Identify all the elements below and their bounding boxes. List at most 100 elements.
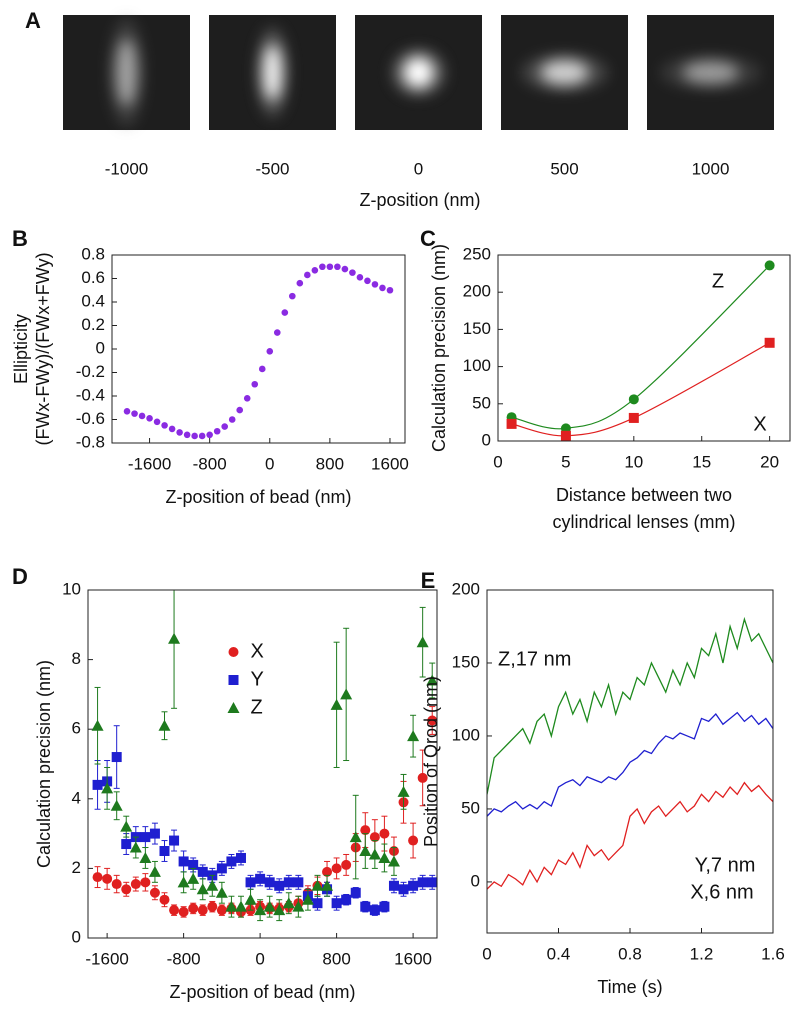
marker xyxy=(244,893,257,905)
marker xyxy=(417,772,428,783)
y-tick-label: -0.8 xyxy=(76,432,105,451)
legend-label: Y xyxy=(251,668,264,690)
y-tick-label: 0 xyxy=(482,430,491,449)
marker xyxy=(188,859,199,870)
marker xyxy=(245,877,256,888)
series-line xyxy=(487,781,773,890)
marker xyxy=(102,873,113,884)
point xyxy=(251,380,259,388)
x-tick-label: 0.8 xyxy=(618,944,642,963)
point xyxy=(296,279,304,287)
point xyxy=(356,274,364,281)
marker xyxy=(226,856,237,867)
x-tick-label: 0 xyxy=(493,452,502,471)
axis-title: Z-position (nm) xyxy=(359,190,480,210)
x-axis-title: cylindrical lenses (mm) xyxy=(552,512,735,532)
y-tick-label: 0.8 xyxy=(81,244,105,263)
marker xyxy=(282,897,295,909)
x-tick-label: 1.6 xyxy=(761,944,785,963)
y-axis-title: (FWx-FWy)/(FWx+FWy) xyxy=(33,252,53,445)
marker xyxy=(91,719,104,731)
marker xyxy=(427,877,437,888)
marker xyxy=(273,904,286,916)
y-tick-label: 0.2 xyxy=(81,315,105,334)
point xyxy=(304,271,311,279)
x-tick-label: 20 xyxy=(760,452,779,471)
marker xyxy=(121,884,132,895)
marker xyxy=(417,877,428,888)
point xyxy=(379,284,386,292)
y-tick-label: 4 xyxy=(72,788,81,807)
marker xyxy=(359,845,372,856)
x-tick-label: -800 xyxy=(193,454,227,473)
legend-marker xyxy=(228,675,239,685)
plot-area xyxy=(487,616,773,890)
point xyxy=(168,425,176,433)
marker xyxy=(92,872,103,883)
marker xyxy=(301,893,314,905)
series-label: Y,7 nm xyxy=(695,854,756,876)
marker xyxy=(149,828,160,839)
marker xyxy=(378,851,391,863)
point xyxy=(258,365,266,373)
x-tick-label: 5 xyxy=(561,452,570,471)
y-axis-title: Calculation precision (nm) xyxy=(429,244,449,452)
point xyxy=(146,415,153,422)
x-axis-title: Z-position of bead (nm) xyxy=(169,982,355,1002)
marker xyxy=(130,879,141,890)
series-line xyxy=(511,342,770,437)
legend-marker xyxy=(228,647,239,657)
marker xyxy=(263,900,276,912)
series-label: X xyxy=(753,413,766,435)
marker xyxy=(274,880,285,891)
image-label: 500 xyxy=(550,159,578,178)
marker xyxy=(187,872,200,884)
image-label: 0 xyxy=(414,159,423,178)
point xyxy=(273,329,281,336)
marker xyxy=(197,866,208,877)
series-label: Z xyxy=(712,270,724,292)
point xyxy=(386,286,394,294)
plot-frame xyxy=(87,589,438,939)
plot-frame xyxy=(497,254,791,442)
x-tick-label: 1600 xyxy=(371,454,409,473)
plot-area xyxy=(91,590,437,922)
marker xyxy=(369,832,380,843)
y-tick-label: 100 xyxy=(463,356,491,375)
marker xyxy=(360,901,371,912)
point xyxy=(371,281,379,288)
marker xyxy=(178,856,189,867)
marker xyxy=(149,887,160,898)
series-line xyxy=(487,616,773,795)
marker xyxy=(387,855,400,867)
marker xyxy=(169,835,180,846)
marker xyxy=(255,873,266,884)
marker xyxy=(330,698,343,710)
y-tick-label: 2 xyxy=(72,858,81,877)
y-tick-label: 50 xyxy=(461,798,480,817)
marker xyxy=(139,851,152,863)
y-tick-label: 150 xyxy=(452,652,480,671)
psf-core xyxy=(403,57,434,88)
y-tick-label: 50 xyxy=(472,393,491,412)
marker xyxy=(196,883,209,895)
y-tick-label: 0 xyxy=(96,338,105,357)
psf-core xyxy=(682,61,739,84)
marker xyxy=(140,877,151,888)
marker xyxy=(331,863,342,874)
point xyxy=(123,407,131,415)
marker xyxy=(397,785,410,797)
plot-frame xyxy=(486,589,774,934)
marker xyxy=(254,904,267,916)
marker xyxy=(283,877,294,888)
image-label: -1000 xyxy=(105,159,148,178)
marker xyxy=(340,688,353,700)
point xyxy=(213,427,221,435)
psf-image xyxy=(647,15,774,130)
y-tick-label: 100 xyxy=(452,725,480,744)
marker xyxy=(388,880,399,891)
marker xyxy=(111,752,122,763)
legend-marker xyxy=(227,702,240,713)
